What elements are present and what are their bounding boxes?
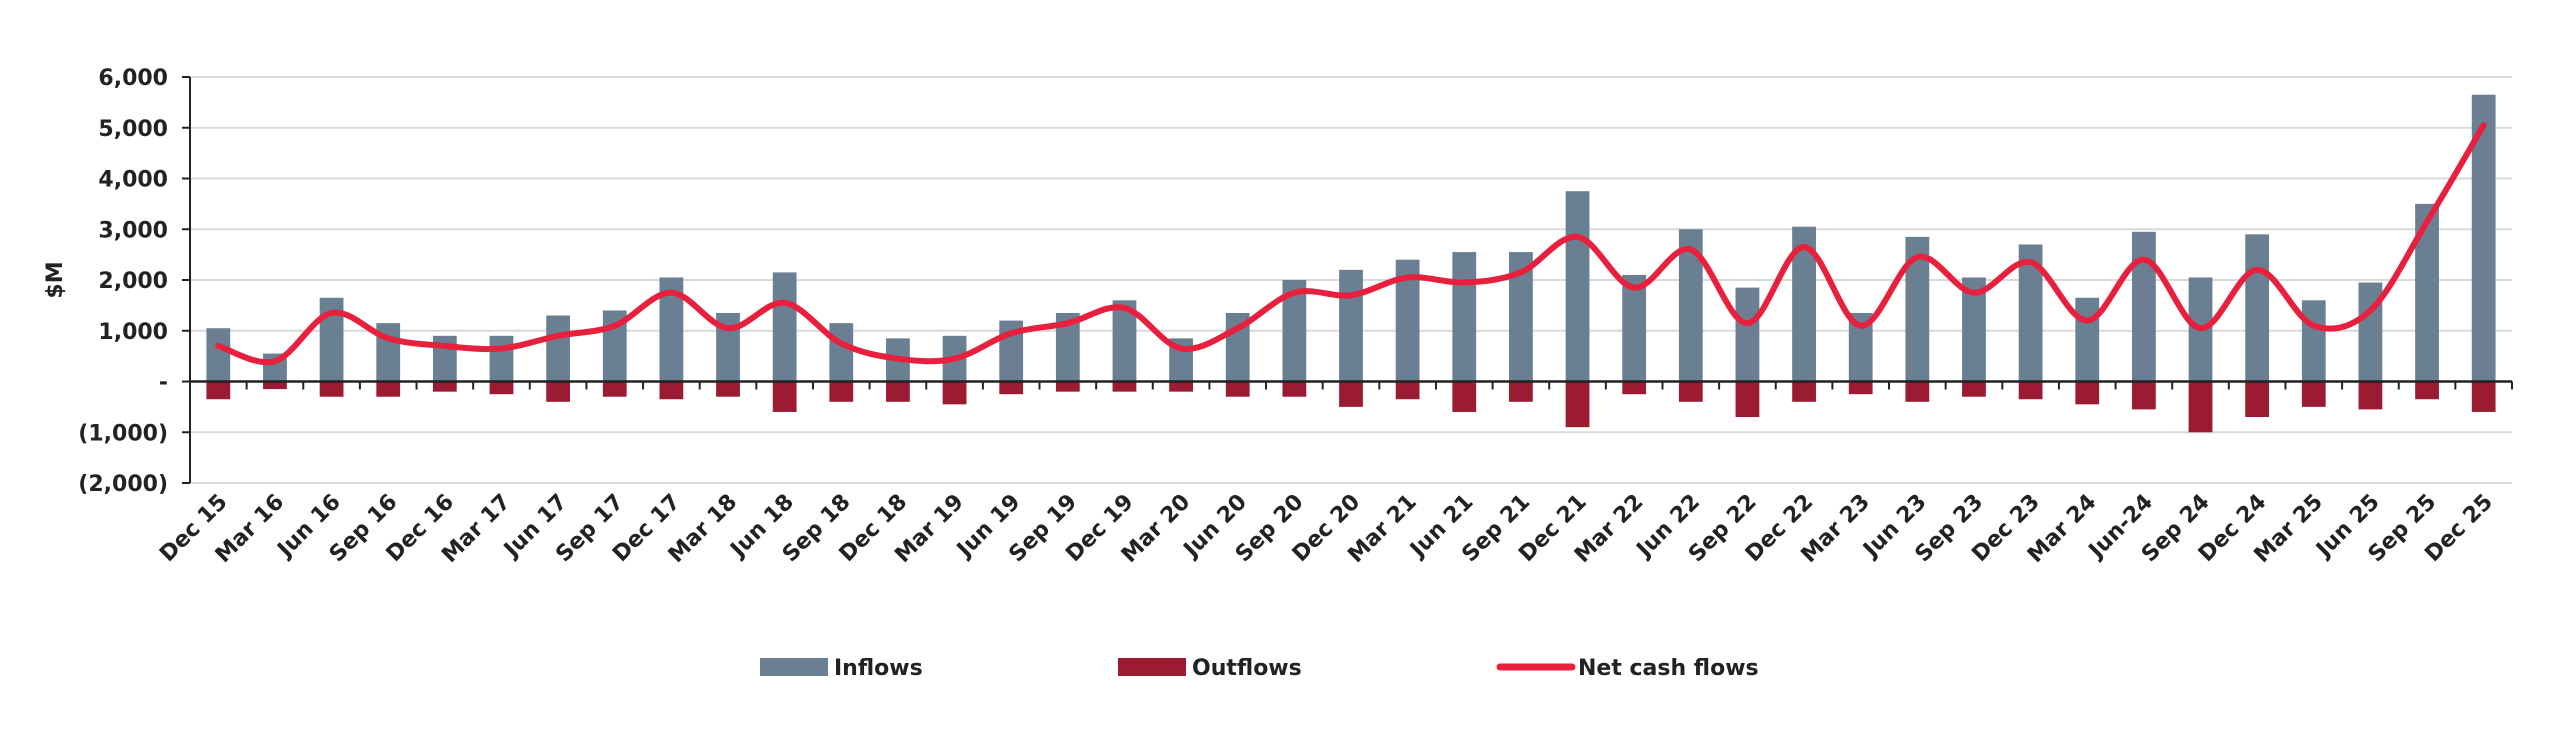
outflow-bar bbox=[263, 381, 287, 390]
inflow-bar bbox=[1678, 229, 1703, 382]
legend-item-net-cash-flows: Net cash flows bbox=[1496, 656, 1759, 681]
inflow-bar bbox=[2018, 244, 2043, 382]
inflow-bar bbox=[829, 323, 854, 382]
inflow-bar bbox=[2131, 231, 2156, 382]
legend-label-outflows: Outflows bbox=[1192, 656, 1302, 681]
y-tick-label: 1,000 bbox=[98, 320, 168, 345]
outflow-bar bbox=[1622, 381, 1647, 395]
legend-label-inflows: Inflows bbox=[834, 656, 923, 681]
outflow-bar bbox=[2301, 381, 2326, 407]
outflow-bar bbox=[2075, 381, 2100, 405]
outflow-bar bbox=[2415, 381, 2439, 400]
outflow-bar bbox=[206, 381, 231, 400]
outflow-bar bbox=[1112, 381, 1137, 392]
legend: Inflows Outflows Net cash flows bbox=[760, 656, 1759, 681]
legend-item-inflows: Inflows bbox=[760, 656, 923, 681]
y-tick-label: 3,000 bbox=[98, 218, 168, 243]
outflow-bar bbox=[1509, 381, 1533, 402]
inflow-bar bbox=[2471, 94, 2496, 382]
line-layer bbox=[215, 122, 2487, 366]
outflow-bar bbox=[1339, 381, 1363, 407]
inflow-bar bbox=[659, 277, 684, 382]
y-axis-title: $M bbox=[43, 261, 68, 298]
outflow-bar bbox=[829, 381, 854, 402]
inflow-bar bbox=[1735, 287, 1760, 382]
outflow-bar bbox=[2358, 381, 2383, 410]
inflow-bar bbox=[1112, 300, 1137, 382]
outflow-bar bbox=[1678, 381, 1703, 402]
outflow-bar bbox=[2188, 381, 2213, 433]
inflow-bar bbox=[1565, 191, 1590, 382]
inflow-bar bbox=[1848, 312, 1873, 382]
outflow-bar bbox=[1169, 381, 1193, 392]
outflow-bar bbox=[376, 381, 401, 397]
inflow-bar bbox=[546, 315, 571, 382]
outflow-bar bbox=[659, 381, 684, 400]
outflow-bar bbox=[2245, 381, 2270, 418]
outflow-bar bbox=[602, 381, 627, 397]
outflow-bar bbox=[1962, 381, 1986, 397]
outflow-bar bbox=[1282, 381, 1307, 397]
legend-label-net-cash-flows: Net cash flows bbox=[1578, 656, 1759, 681]
inflow-bar bbox=[1452, 252, 1477, 382]
inflow-bar bbox=[1962, 277, 1986, 382]
inflow-bar bbox=[2245, 234, 2270, 382]
outflow-bar bbox=[772, 381, 797, 412]
legend-swatch-outflows bbox=[1118, 658, 1186, 676]
outflow-bar bbox=[2471, 381, 2496, 412]
inflow-bar bbox=[1905, 236, 1930, 382]
y-tick-label: (2,000) bbox=[78, 472, 168, 497]
inflow-bar bbox=[206, 328, 231, 382]
outflow-bar bbox=[1395, 381, 1420, 400]
inflow-bar bbox=[1622, 274, 1647, 382]
outflow-bar bbox=[546, 381, 571, 402]
inflow-bar bbox=[2415, 203, 2439, 382]
inflow-bar bbox=[2075, 297, 2100, 382]
outflow-bar bbox=[1848, 381, 1873, 395]
outflow-bar bbox=[1452, 381, 1477, 412]
outflow-bar bbox=[1055, 381, 1080, 392]
inflow-bar bbox=[2301, 300, 2326, 382]
y-tick-label: 2,000 bbox=[98, 269, 168, 294]
outflow-bar bbox=[886, 381, 910, 402]
outflow-bar bbox=[716, 381, 740, 397]
inflow-bar bbox=[1055, 312, 1080, 382]
outflow-bar bbox=[2018, 381, 2043, 400]
inflow-bar bbox=[1339, 269, 1363, 382]
outflow-bar bbox=[1905, 381, 1930, 402]
bars-layer bbox=[206, 94, 2496, 433]
y-tick-label: 6,000 bbox=[98, 66, 168, 91]
y-tick-label: - bbox=[159, 371, 168, 396]
inflow-bar bbox=[772, 272, 797, 382]
legend-item-outflows: Outflows bbox=[1118, 656, 1302, 681]
y-tick-label: (1,000) bbox=[78, 421, 168, 446]
inflow-bar bbox=[1792, 226, 1816, 382]
outflow-bar bbox=[1225, 381, 1250, 397]
outflow-bar bbox=[432, 381, 457, 392]
inflow-bar bbox=[489, 335, 514, 382]
inflow-bar bbox=[1395, 259, 1420, 382]
legend-swatch-inflows bbox=[760, 658, 828, 676]
outflow-bar bbox=[319, 381, 344, 397]
outflow-bar bbox=[1792, 381, 1816, 402]
y-tick-label: 4,000 bbox=[98, 168, 168, 193]
y-tick-label: 5,000 bbox=[98, 117, 168, 142]
net-cash-flows-line bbox=[215, 122, 2487, 366]
inflow-bar bbox=[1282, 280, 1307, 382]
outflow-bar bbox=[489, 381, 514, 395]
outflow-bar bbox=[1565, 381, 1590, 428]
outflow-bar bbox=[999, 381, 1024, 395]
inflow-bar bbox=[1509, 252, 1533, 382]
outflow-bar bbox=[2131, 381, 2156, 410]
y-tick-labels: 6,000 5,000 4,000 3,000 2,000 1,000 - (1,000) (2… bbox=[78, 66, 190, 497]
outflow-bar bbox=[942, 381, 967, 405]
outflow-bar bbox=[1735, 381, 1760, 418]
